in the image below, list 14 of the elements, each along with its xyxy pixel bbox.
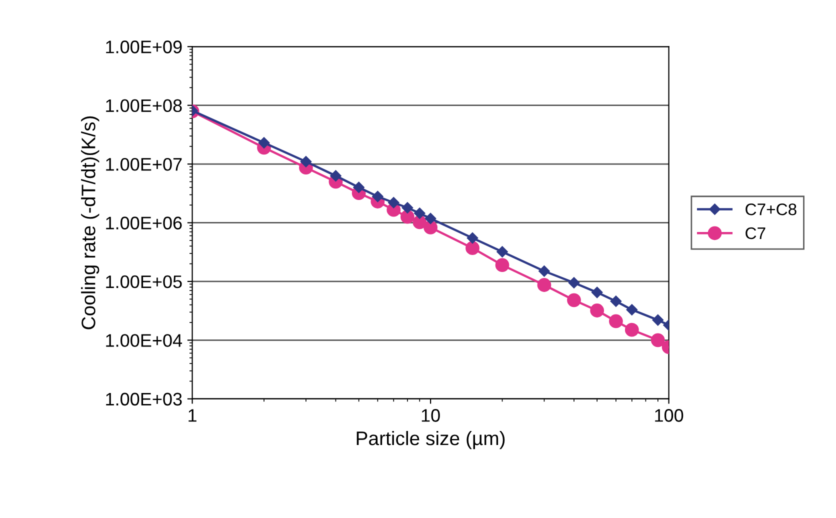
x-tick-label: 1 xyxy=(188,409,196,422)
y-tick-label: 1.00E+08 xyxy=(106,99,182,112)
x-axis-title: Particle size (µm) xyxy=(356,430,505,450)
y-tick-label: 1.00E+07 xyxy=(106,158,182,171)
x-tick-label: 100 xyxy=(655,409,684,422)
y-tick-label: 1.00E+09 xyxy=(106,40,182,54)
y-axis-title: Cooling rate (-dT/dt)(K/s) xyxy=(81,116,100,330)
y-tick-label: 1.00E+06 xyxy=(106,216,182,230)
x-tick-label: 10 xyxy=(422,409,440,422)
y-tick-label: 1.00E+05 xyxy=(106,275,182,288)
legend-label: C7+C8 xyxy=(746,203,796,216)
y-tick-label: 1.00E+03 xyxy=(106,392,182,406)
y-tick-label: 1.00E+04 xyxy=(106,334,182,347)
legend-label: C7 xyxy=(746,227,766,240)
